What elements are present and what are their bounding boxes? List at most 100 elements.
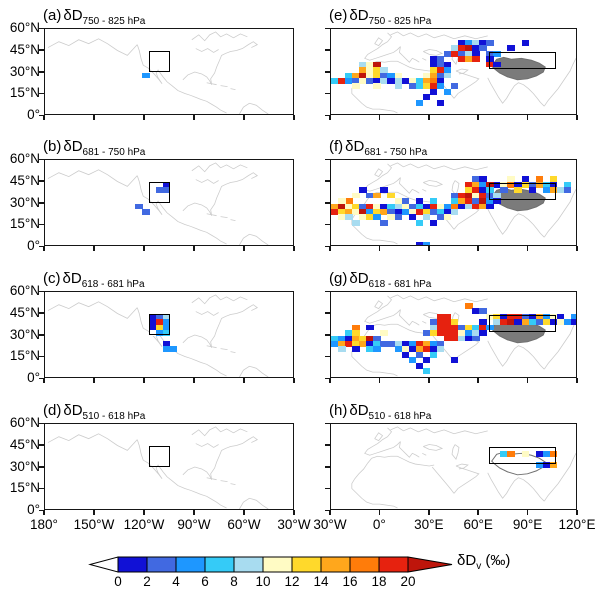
data-cell [472,198,480,204]
x-axis-tick [93,510,95,515]
data-cell [549,319,558,326]
study-region-box [489,447,556,464]
data-cell [345,208,353,215]
data-cell [507,451,515,458]
study-region-box [149,181,170,204]
data-cell [408,77,417,84]
panel-b-map [44,159,294,246]
y-axis-label: 45°N [9,172,40,188]
data-cell [465,50,473,57]
data-cell [415,208,424,215]
data-cell [156,330,164,336]
x-axis-label: 120°W [123,517,165,532]
x-axis-tick [93,378,95,383]
data-cell [366,324,374,331]
panel-layer-subscript: 618 - 681 hPa [81,279,145,290]
data-cell [163,319,171,326]
y-axis-tick [325,245,330,247]
panel-quantity: δD [62,270,82,287]
data-cell [458,45,466,52]
y-axis-tick [325,444,330,446]
x-axis-tick [243,378,245,383]
y-axis-tick [39,202,44,204]
x-axis-tick [526,510,529,515]
data-cell [514,181,522,188]
data-cell [535,462,544,468]
y-axis-tick [39,92,44,95]
y-axis-label: 15°N [9,480,40,496]
x-axis-tick [576,510,578,515]
data-cell [479,192,487,199]
panel-title-e: (e) δD750 - 825 hPa [329,7,431,27]
panel-title-g: (g) δD618 - 681 hPa [329,270,431,290]
data-cell [465,203,473,210]
colorbar-segment [233,556,264,573]
data-cell [479,203,487,210]
data-cell [500,313,508,320]
data-cell [486,198,494,204]
x-axis-label: 60°W [227,517,261,532]
data-cell [352,72,360,79]
y-axis-label: 60°N [9,151,40,166]
data-cell [149,319,157,326]
data-cell [380,187,388,194]
data-cell [493,313,501,320]
y-axis-tick [325,422,330,424]
data-cell [331,208,339,215]
data-cell [472,56,480,63]
x-axis-label: 30°W [277,517,311,532]
data-cell [408,357,417,364]
panel-index-label: (e) [329,7,348,24]
data-cell [493,198,501,204]
data-cell [415,241,424,245]
data-cell [380,340,388,347]
data-cell [443,88,452,95]
x-axis-tick [378,246,381,251]
colorbar-tick-label: 14 [313,574,329,589]
data-cell [373,72,381,79]
data-cell [458,50,466,57]
data-cell [156,324,164,331]
data-cell [507,181,515,188]
colorbar-tick-label: 0 [114,574,122,589]
data-cell [514,319,522,326]
data-cell [472,187,480,194]
data-cell [528,187,537,194]
data-cell [521,451,529,458]
data-cell [436,72,445,79]
panel-e-map [330,28,577,115]
data-cell [359,72,367,79]
x-axis-label: 0° [372,517,386,532]
data-cell [380,208,388,215]
x-axis-tick [143,115,145,120]
coastline-layer-h [351,426,576,509]
data-cell [429,324,438,331]
panel-index-label: (a) [43,7,62,24]
data-cell [563,319,572,326]
data-cell [436,203,445,210]
data-cell [373,214,381,221]
data-cell [429,203,438,210]
data-cell [380,67,388,73]
data-cell [528,319,537,326]
colorbar [88,556,453,573]
panel-d-map [44,423,294,510]
colorbar-label: δDv (‰) [457,552,510,572]
panel-f-map [330,159,577,246]
data-cell [422,368,431,374]
colorbar-tick-label: 8 [230,574,238,589]
y-axis-label: 0° [27,370,40,385]
data-cell [352,330,360,336]
data-cell [401,208,410,215]
data-cell [493,181,501,188]
y-axis-tick [325,180,330,182]
data-cell [359,77,367,84]
x-axis-tick [526,115,529,120]
x-axis-label: 60°E [463,517,493,532]
panel-quantity: δD [349,402,369,419]
data-cell [149,330,157,336]
data-cell [352,219,360,226]
data-cell [443,61,452,68]
colorbar-label-main: δD [457,552,477,569]
x-axis-tick [329,115,331,120]
